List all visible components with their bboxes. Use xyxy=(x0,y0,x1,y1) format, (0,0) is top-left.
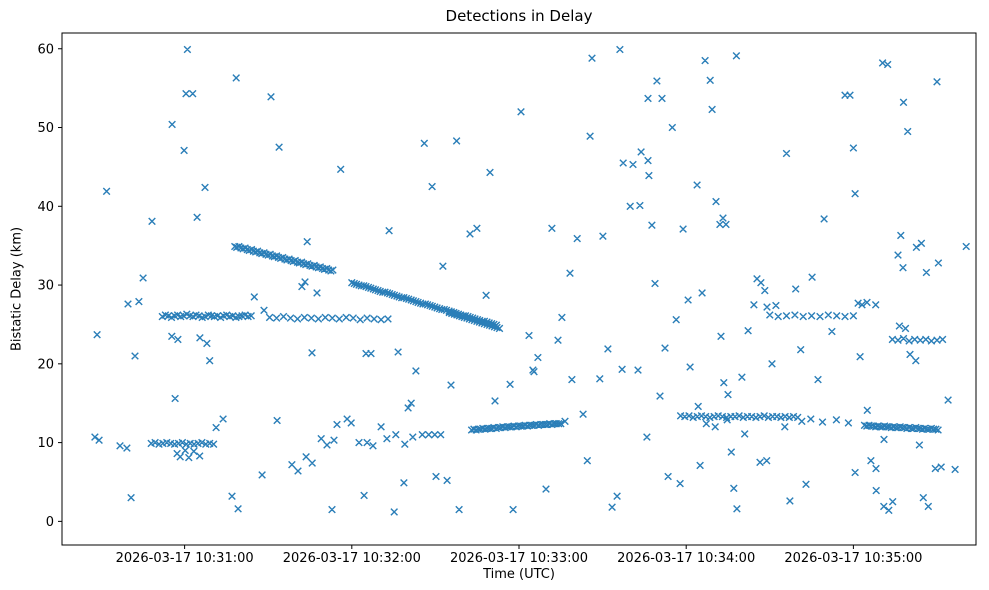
y-tick-label: 40 xyxy=(37,200,54,215)
x-tick-label: 2026-03-17 10:31:00 xyxy=(116,551,254,566)
y-tick-label: 60 xyxy=(37,42,54,57)
x-tick-label: 2026-03-17 10:32:00 xyxy=(283,551,421,566)
y-tick-label: 20 xyxy=(37,357,54,372)
y-tick-label: 10 xyxy=(37,436,54,451)
y-tick-label: 0 xyxy=(46,515,54,530)
y-tick-label: 50 xyxy=(37,121,54,136)
x-tick-label: 2026-03-17 10:35:00 xyxy=(784,551,922,566)
y-tick-label: 30 xyxy=(37,279,54,294)
chart-title: Detections in Delay xyxy=(445,7,593,25)
x-tick-label: 2026-03-17 10:34:00 xyxy=(617,551,755,566)
x-tick-label: 2026-03-17 10:33:00 xyxy=(450,551,588,566)
detection-markers xyxy=(91,45,970,516)
x-axis-label: Time (UTC) xyxy=(483,567,555,582)
